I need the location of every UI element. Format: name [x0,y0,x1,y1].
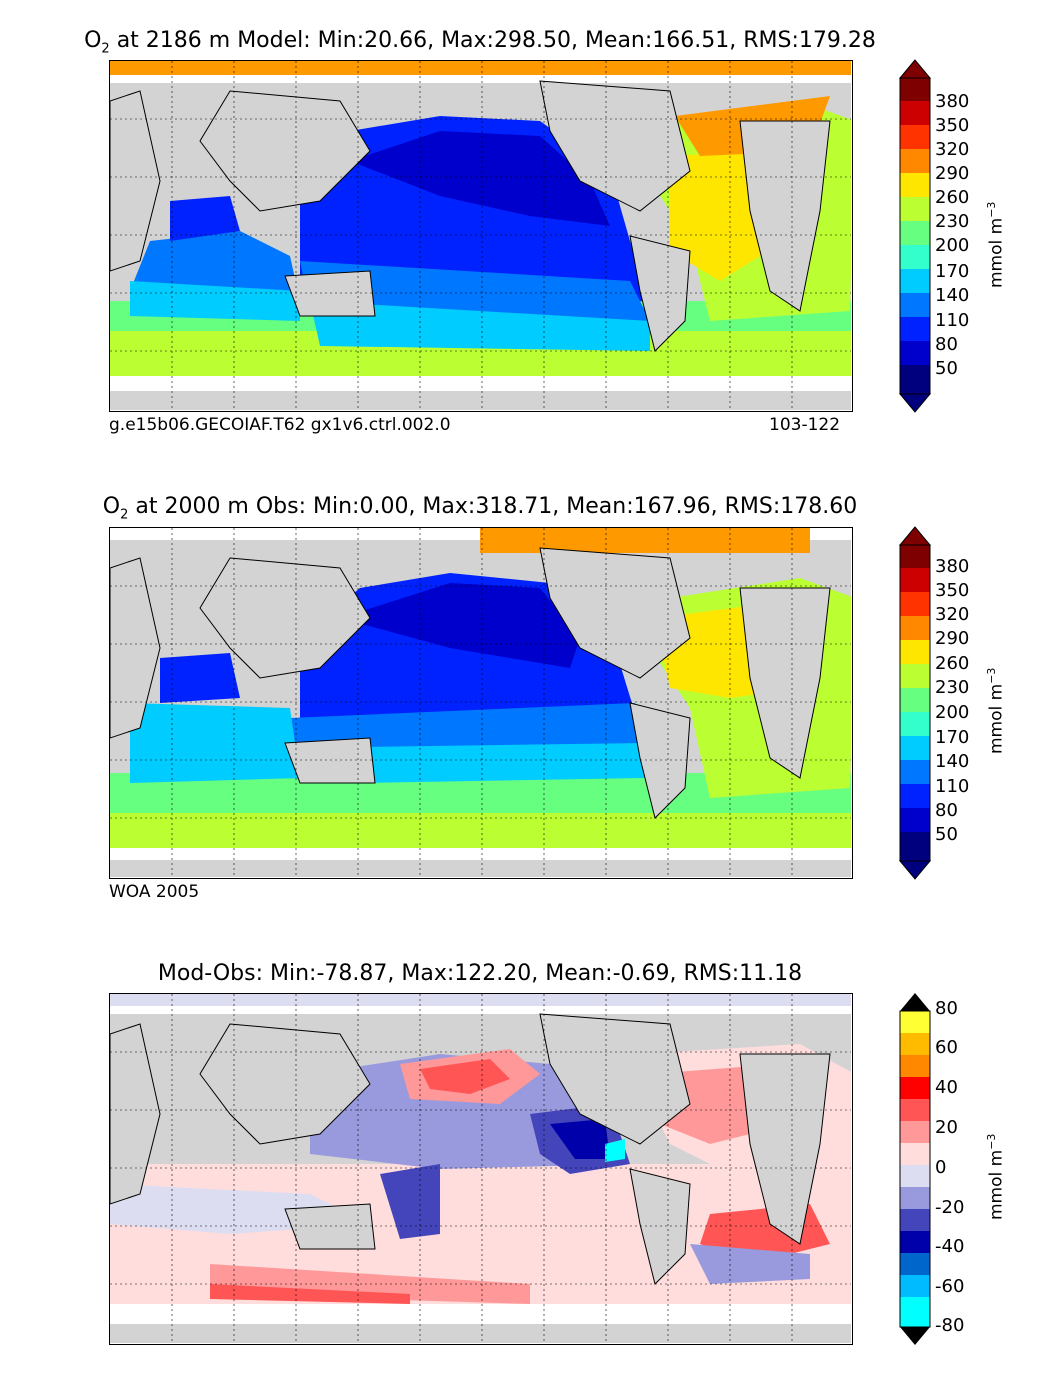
tick-label: 110 [935,310,970,331]
tick-label: 140 [935,285,970,306]
tick-label: 260 [935,187,970,208]
model-map [109,60,853,412]
tick-label: 40 [935,1077,958,1098]
model-title: O2 at 2186 m Model: Min:20.66, Max:298.5… [84,28,876,57]
tick-label: 200 [935,235,970,256]
model-colorbar-svg [898,59,932,413]
diff-colorbar [899,993,931,1345]
obs-colorbar [898,526,932,880]
tick-label: -60 [935,1276,965,1297]
tick-label: 350 [935,580,970,601]
diff-colorbar-unit: mmol m−3 [985,1133,1007,1220]
diff-title: Mod-Obs: Min:-78.87, Max:122.20, Mean:-0… [157,961,803,986]
tick-label: 110 [935,776,970,797]
tick-label: 170 [935,727,970,748]
tick-label: 80 [935,334,958,355]
tick-label: -20 [935,1197,965,1218]
tick-label: 350 [935,115,970,136]
model-run-caption: g.e15b06.GECOIAF.T62 gx1v6.ctrl.002.0 [109,415,451,435]
tick-label: 260 [935,653,970,674]
tick-label: 0 [935,1157,947,1178]
diff-map-svg [110,994,851,1343]
diff-map [109,993,853,1345]
tick-label: 290 [935,163,970,184]
tick-label: 320 [935,604,970,625]
model-colorbar [898,59,932,413]
model-years-caption: 103-122 [769,415,841,435]
obs-colorbar-unit: mmol m−3 [985,667,1007,754]
obs-colorbar-svg [898,526,932,880]
tick-label: 200 [935,702,970,723]
tick-label: -40 [935,1236,965,1257]
obs-map-svg [110,528,851,877]
diff-colorbar-svg [899,993,931,1345]
obs-title: O2 at 2000 m Obs: Min:0.00, Max:318.71, … [102,494,858,523]
tick-label: 50 [935,824,958,845]
tick-label: 80 [935,998,958,1019]
tick-label: 170 [935,261,970,282]
tick-label: 20 [935,1117,958,1138]
model-map-svg [110,61,851,410]
tick-label: 50 [935,358,958,379]
model-colorbar-unit: mmol m−3 [985,201,1007,288]
tick-label: 230 [935,677,970,698]
tick-label: 140 [935,751,970,772]
tick-label: 60 [935,1037,958,1058]
tick-label: 290 [935,628,970,649]
tick-label: 80 [935,800,958,821]
tick-label: 230 [935,211,970,232]
tick-label: -80 [935,1315,965,1336]
tick-label: 380 [935,556,970,577]
tick-label: 380 [935,91,970,112]
tick-label: 320 [935,139,970,160]
obs-map [109,527,853,879]
obs-source-caption: WOA 2005 [109,882,200,902]
